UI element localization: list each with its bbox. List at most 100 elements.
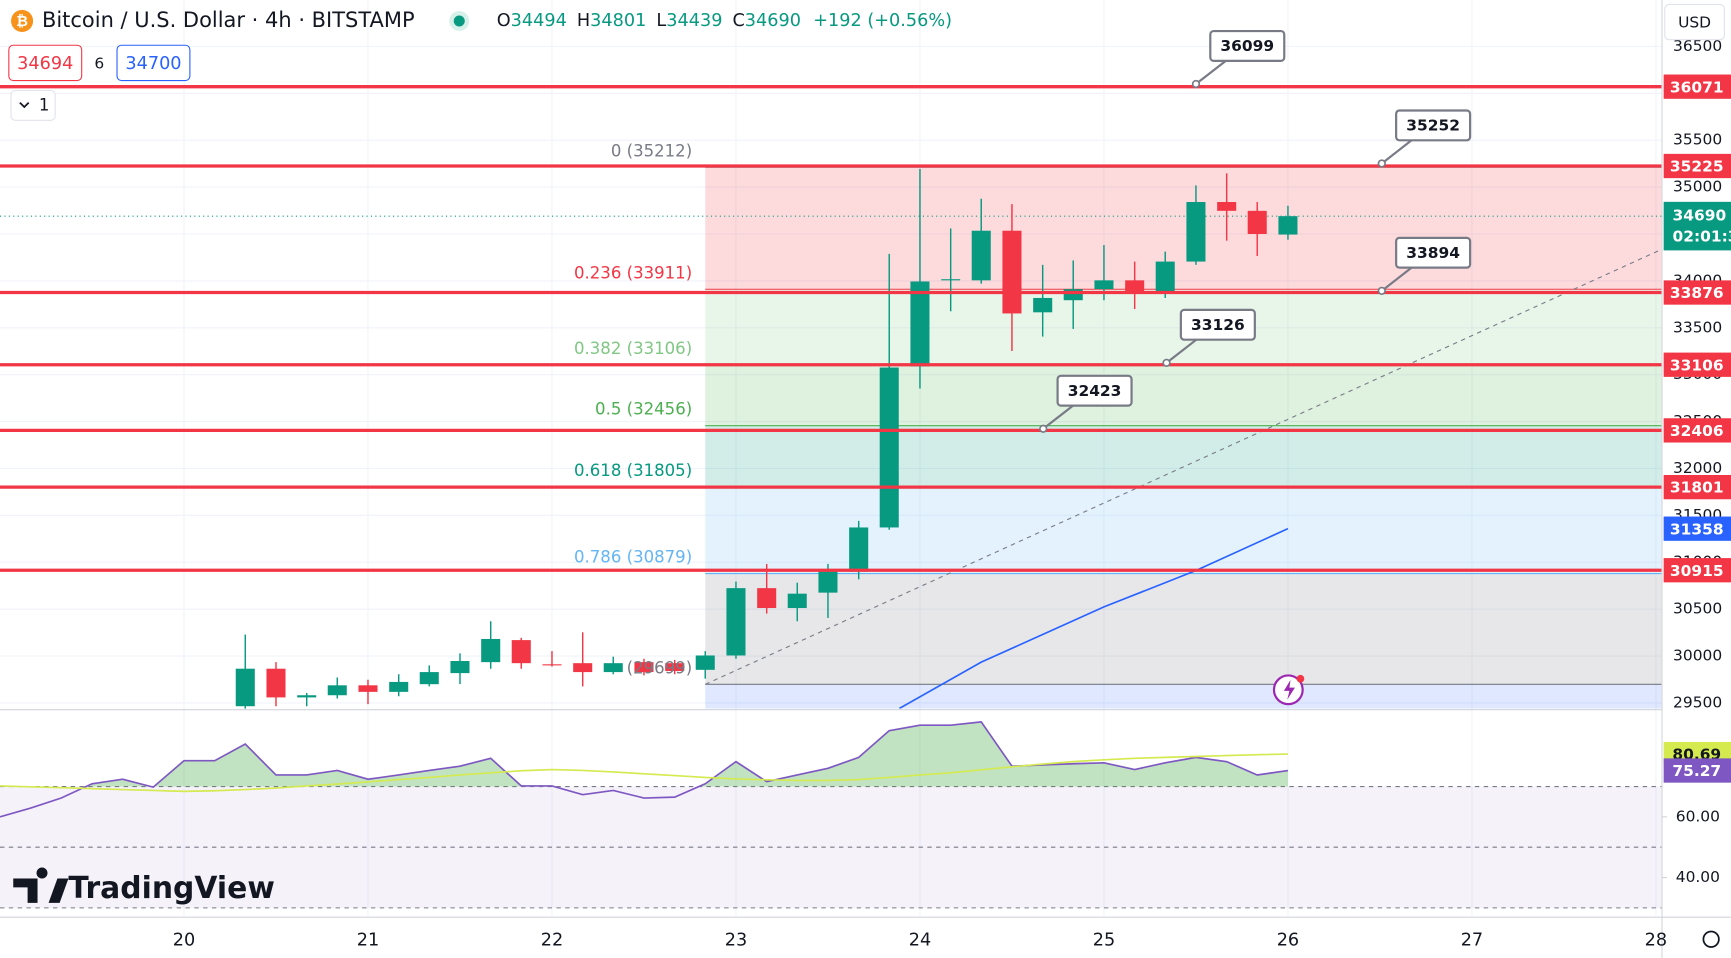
price-label-box (1663, 74, 1731, 99)
logo-mark (13, 867, 69, 903)
settings-icon[interactable] (1702, 930, 1720, 948)
fib-zone (705, 486, 1662, 574)
rsi-line (0, 721, 1289, 818)
candle-body (1094, 280, 1114, 290)
candle-body (235, 668, 255, 707)
fib-label: 0.5 (32456) (595, 400, 692, 419)
y-tick-label: 60.00 (1676, 807, 1720, 825)
x-tick-label: 23 (725, 930, 747, 950)
candle-body (910, 281, 930, 367)
x-tick-label: 22 (541, 930, 563, 950)
callout-tail (1042, 404, 1074, 430)
ask: 34700 (125, 54, 181, 74)
candle-body (757, 588, 777, 609)
candle-body (1033, 297, 1053, 313)
ask-box[interactable] (116, 44, 191, 82)
countdown: 02:01:3 (1672, 228, 1731, 246)
y-tick-label: 35000 (1673, 178, 1722, 196)
price-label: 36071 (1670, 78, 1724, 96)
indicator-toggle[interactable] (10, 89, 56, 121)
candle-body (450, 661, 470, 674)
fib-label: (29699) (627, 658, 693, 677)
last-price-box (1663, 201, 1731, 251)
symbol-title: Bitcoin / U.S. Dollar · 4h · BITSTAMP (42, 8, 415, 32)
fib-zone (705, 167, 1662, 290)
y-tick-label: 29500 (1673, 693, 1722, 711)
ohlc-value: 34439 (666, 11, 722, 31)
x-tick-label: 21 (357, 930, 379, 950)
indicator-count: 1 (39, 95, 50, 114)
grid (0, 0, 1662, 917)
x-tick-label: 25 (1093, 930, 1115, 950)
spread: 6 (94, 55, 104, 73)
status-dot (453, 15, 465, 27)
candle-body (297, 695, 317, 698)
candle-body (573, 663, 593, 673)
candle-body (511, 640, 531, 664)
fib-zone (705, 364, 1662, 426)
candle-body (849, 527, 869, 572)
callout-label: 33894 (1406, 244, 1460, 262)
candle-body (327, 685, 347, 696)
fib-label: 0.382 (33106) (574, 339, 692, 358)
y-tick-label: 36500 (1673, 37, 1722, 55)
price-label-box (1663, 280, 1731, 305)
ohlc-key: O (497, 11, 511, 31)
price-label-box (1663, 758, 1731, 783)
price-label: 31358 (1670, 520, 1724, 538)
bid-box[interactable] (8, 44, 83, 82)
callout-label: 33126 (1191, 316, 1245, 334)
callout-box (1395, 109, 1472, 142)
x-tick-label: 27 (1461, 930, 1483, 950)
ohlc-value: 34801 (590, 11, 646, 31)
candle-body (818, 571, 838, 593)
candle-body (1186, 202, 1206, 262)
candle-body (358, 685, 378, 692)
change: +192 (+0.56%) (813, 11, 952, 31)
price-label: 35225 (1670, 158, 1724, 176)
candle-body (971, 230, 991, 281)
candle-body (695, 655, 715, 670)
callout-anchor (1377, 286, 1386, 295)
callout-box (1056, 374, 1133, 407)
candle-body (1002, 230, 1022, 314)
ohlc-value: 34690 (745, 11, 801, 31)
ohlc-value: 34494 (511, 11, 567, 31)
candle-body (419, 672, 439, 685)
currency-button[interactable] (1664, 3, 1725, 41)
rsi-overbought-fill (86, 721, 1288, 787)
alert-dot (1296, 674, 1305, 683)
y-tick-label: 30500 (1673, 600, 1722, 618)
fib-label: 0.618 (31805) (574, 461, 692, 480)
candle-body (542, 664, 562, 666)
price-label-box (1663, 418, 1731, 443)
x-tick-label: 28 (1645, 930, 1667, 950)
currency: USD (1678, 14, 1711, 32)
price-label: 32406 (1670, 422, 1724, 440)
ohlc-key: L (656, 11, 666, 31)
price-label-box (1663, 474, 1731, 500)
callout-label: 36099 (1220, 37, 1274, 55)
main-pane (0, 166, 1662, 709)
y-tick-label: 30000 (1673, 647, 1722, 665)
callout-tail (1381, 266, 1413, 292)
callout-tail (1195, 59, 1227, 85)
callout-box (1395, 236, 1472, 269)
fib-zone (705, 573, 1662, 685)
callout-label: 32423 (1068, 382, 1122, 400)
rsi-line (0, 753, 1288, 793)
fib-extension (705, 684, 1662, 709)
candle-body (1217, 202, 1237, 211)
y-tick-label: 32000 (1673, 459, 1722, 477)
ohlc: O34494 H34801 L34439 C34690 +192 (+0.56%… (497, 11, 952, 31)
candle-body (634, 662, 654, 673)
last-price: 34690 (1672, 207, 1726, 225)
overlay: 0 (35212) 0.236 (33911) 0.382 (33106) 0.5 (… (0, 29, 1662, 677)
callout-anchor (1039, 424, 1048, 433)
trend-line (705, 248, 1662, 685)
blue-line (898, 527, 1289, 709)
candle-body (481, 638, 501, 663)
callout-label: 35252 (1406, 116, 1460, 134)
callout-box (1179, 308, 1256, 341)
price-label: 33106 (1670, 356, 1724, 374)
